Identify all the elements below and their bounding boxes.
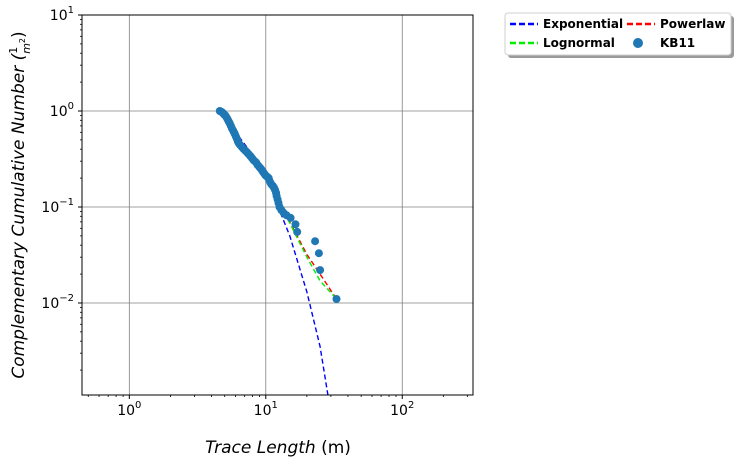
data-point <box>332 295 341 303</box>
x-tick-label: 100 <box>117 400 141 419</box>
x-tick-label: 101 <box>254 400 278 419</box>
legend-lognormal-label: Lognormal <box>543 36 615 50</box>
kb11-data-points <box>215 107 341 303</box>
svg-text:Complementary Cumulative Numbe: Complementary Cumulative Number (1m2) <box>7 31 33 378</box>
legend: Exponential Powerlaw Lognormal KB11 <box>504 12 734 58</box>
axis-ticks: 100 101 102 10−2 10−1 100 101 <box>41 5 468 419</box>
data-point <box>311 237 320 246</box>
y-tick-label: 10−1 <box>41 197 74 216</box>
legend-box <box>504 12 732 56</box>
legend-exponential-label: Exponential <box>543 17 623 31</box>
y-tick-label: 100 <box>50 101 74 120</box>
legend-powerlaw-label: Powerlaw <box>660 17 725 31</box>
legend-kb11-marker <box>633 38 643 48</box>
y-tick-label: 10−2 <box>41 293 74 312</box>
data-point <box>286 213 295 222</box>
plot-area-frame <box>81 14 474 396</box>
y-axis-label: Complementary Cumulative Number (1m2) <box>7 31 33 378</box>
data-point <box>293 227 302 236</box>
data-point <box>316 266 325 275</box>
data-point <box>291 220 300 229</box>
data-point <box>314 249 323 258</box>
y-tick-label: 101 <box>50 5 74 24</box>
legend-kb11-label: KB11 <box>660 36 695 50</box>
x-tick-label: 102 <box>390 400 414 419</box>
curve-exponential <box>219 110 329 395</box>
x-axis-label: Trace Length (m) <box>205 438 351 458</box>
